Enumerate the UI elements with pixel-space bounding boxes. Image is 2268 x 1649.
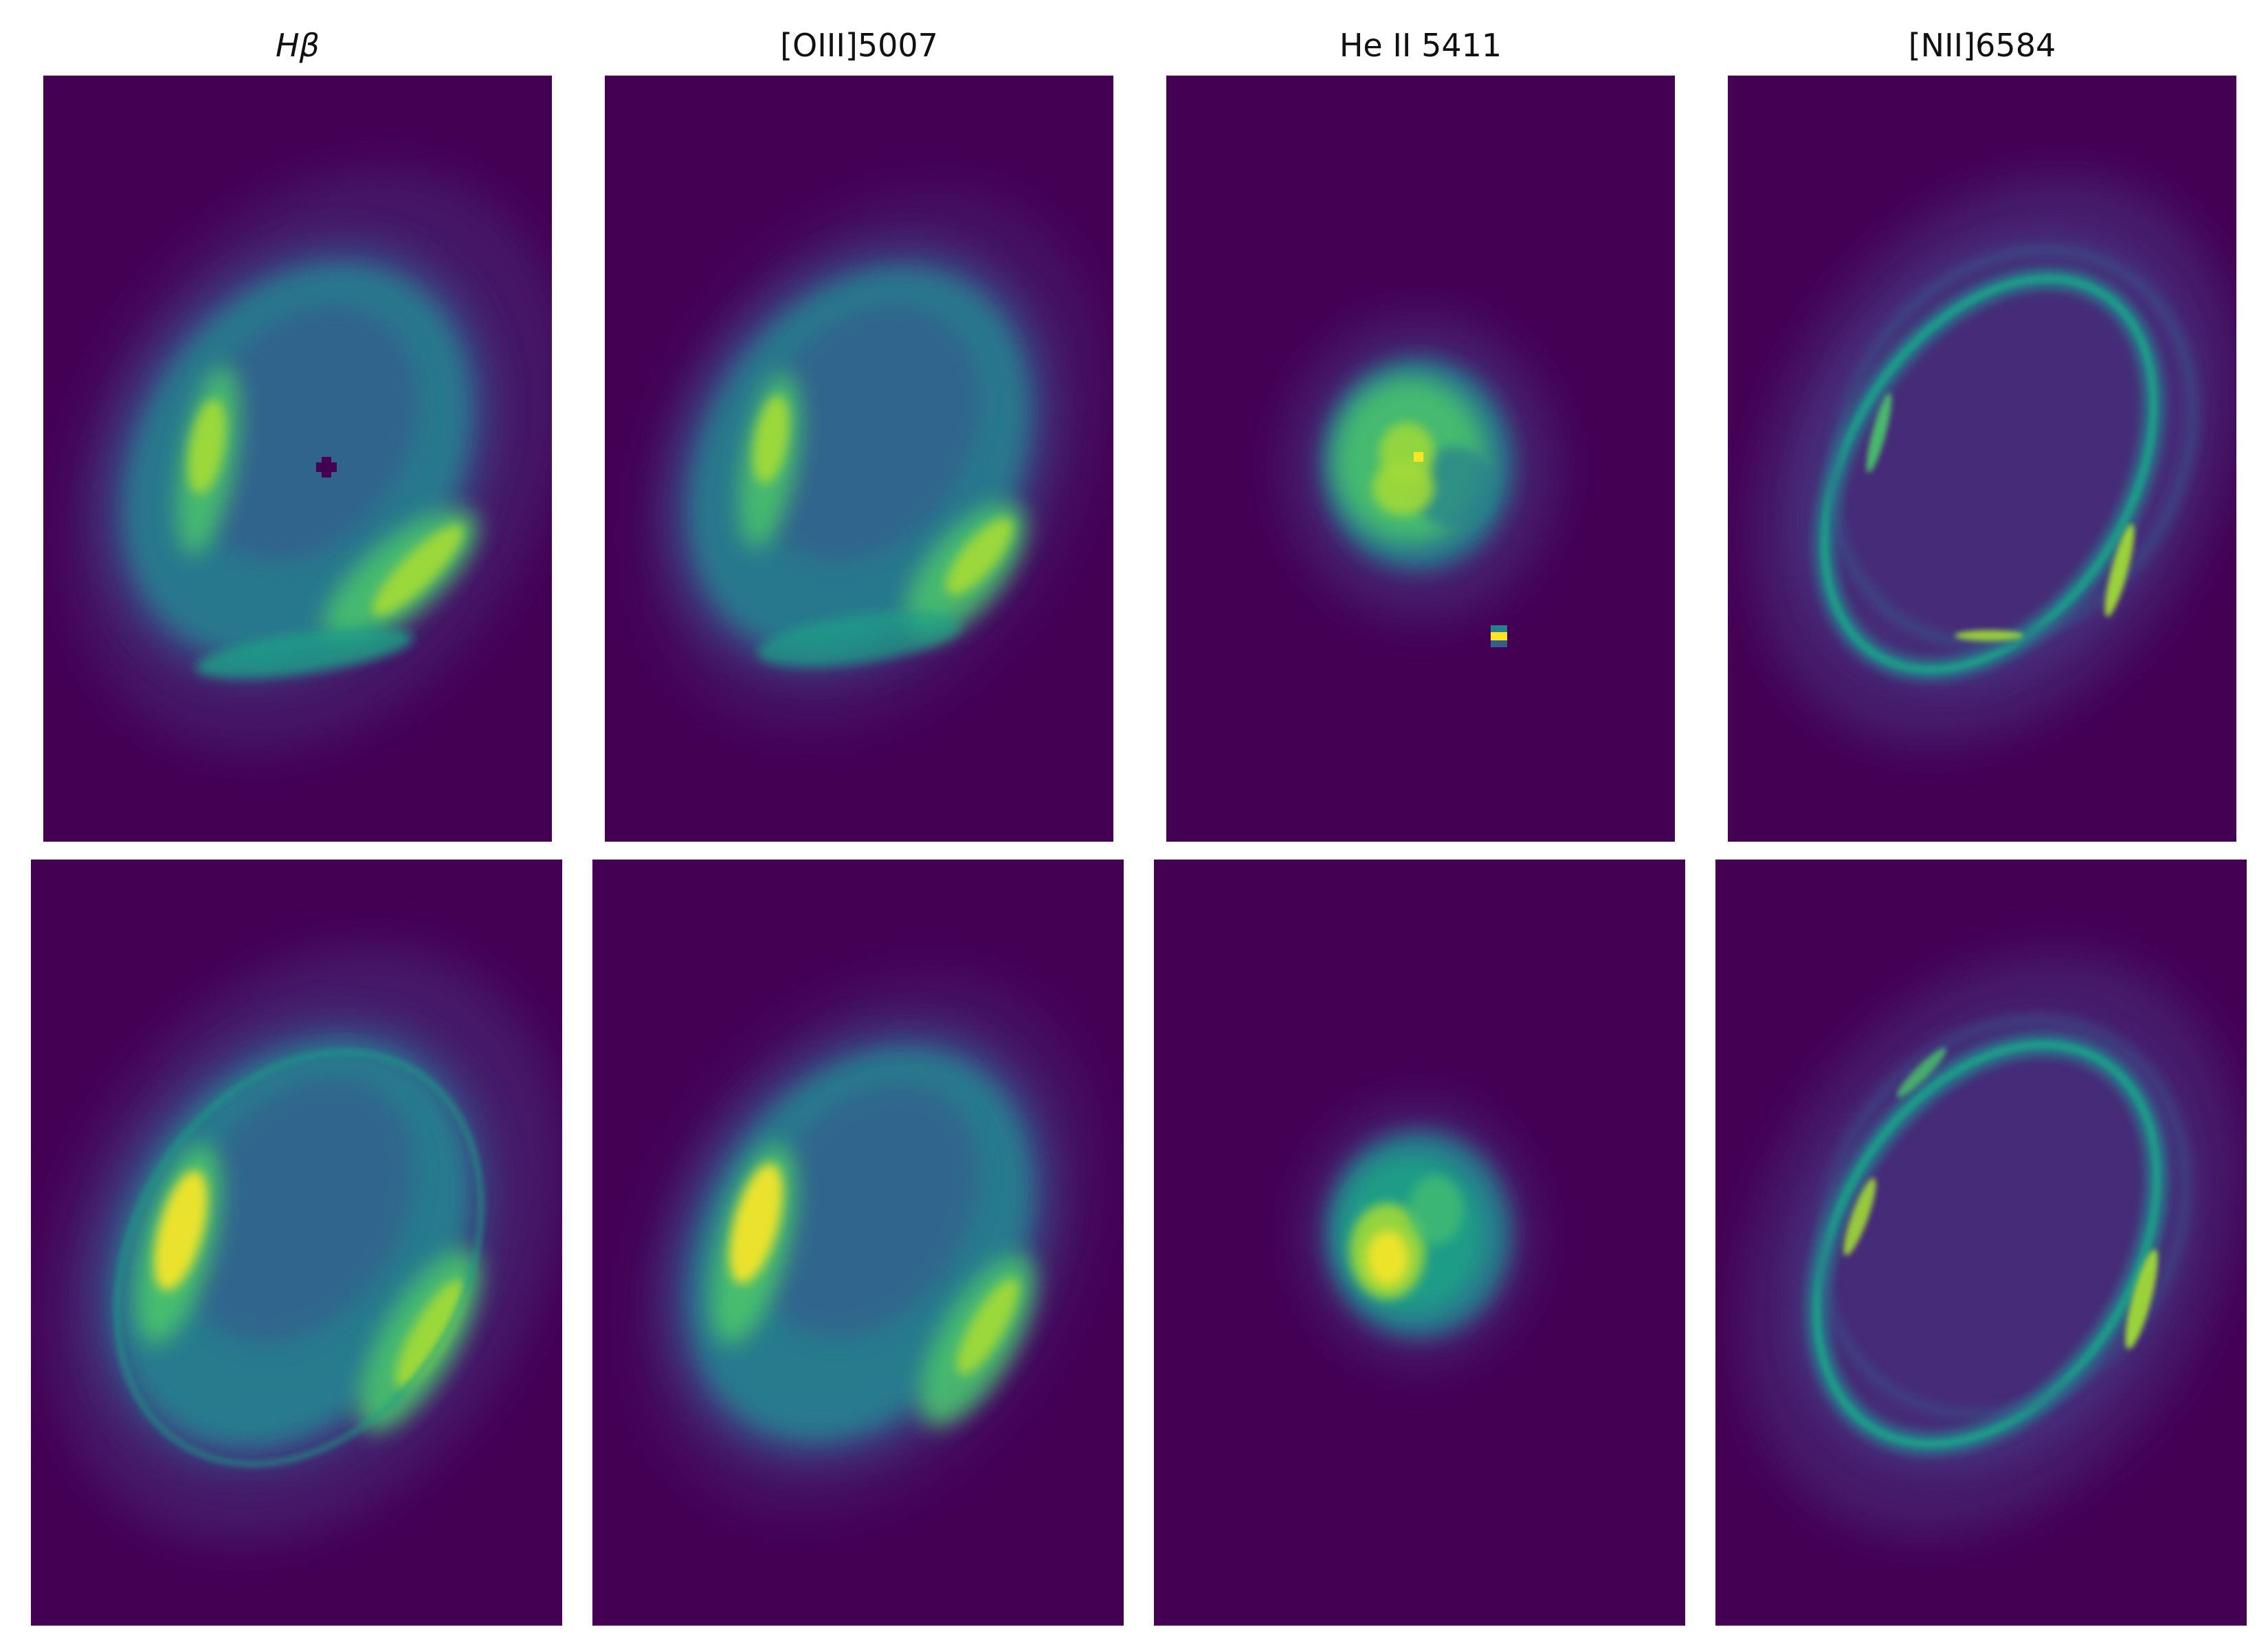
panel-oiii-observed — [605, 76, 1113, 842]
panel-nii-model — [1715, 860, 2247, 1626]
panel-hbeta-observed — [43, 76, 552, 842]
panel-heii-model — [1154, 860, 1685, 1626]
panel-oiii-model — [592, 860, 1124, 1626]
column-title-nii: [NII]6584 — [1908, 27, 2056, 64]
panel-hbeta-model — [31, 860, 562, 1626]
column-title-oiii: [OIII]5007 — [780, 27, 938, 64]
panel-nii-observed — [1728, 76, 2236, 842]
panel-heii-observed — [1166, 76, 1675, 842]
column-title-hbeta: Hβ — [276, 27, 320, 64]
column-title-heii: He II 5411 — [1339, 27, 1502, 64]
